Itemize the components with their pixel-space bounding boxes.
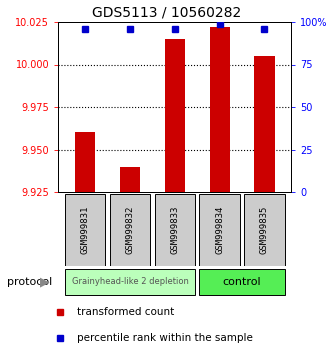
Text: GSM999832: GSM999832	[126, 206, 135, 254]
Bar	[75, 132, 95, 192]
Text: transformed count: transformed count	[77, 307, 174, 317]
Bar	[244, 194, 285, 266]
Bar	[254, 56, 275, 192]
Bar	[110, 194, 150, 266]
Bar	[65, 269, 195, 295]
Text: protocol: protocol	[7, 277, 52, 287]
Bar	[199, 269, 285, 295]
Text: GSM999834: GSM999834	[215, 206, 224, 254]
Text: percentile rank within the sample: percentile rank within the sample	[77, 333, 252, 343]
Bar	[65, 194, 105, 266]
Text: GSM999835: GSM999835	[260, 206, 269, 254]
Text: control: control	[223, 277, 261, 287]
Text: GDS5113 / 10560282: GDS5113 / 10560282	[92, 6, 241, 19]
Text: GSM999833: GSM999833	[170, 206, 179, 254]
Text: ▶: ▶	[40, 275, 50, 289]
Text: Grainyhead-like 2 depletion: Grainyhead-like 2 depletion	[72, 278, 188, 286]
Bar	[209, 27, 230, 192]
Text: GSM999831: GSM999831	[81, 206, 90, 254]
Bar	[199, 194, 240, 266]
Bar	[165, 39, 185, 192]
Bar	[155, 194, 195, 266]
Bar	[120, 166, 140, 192]
